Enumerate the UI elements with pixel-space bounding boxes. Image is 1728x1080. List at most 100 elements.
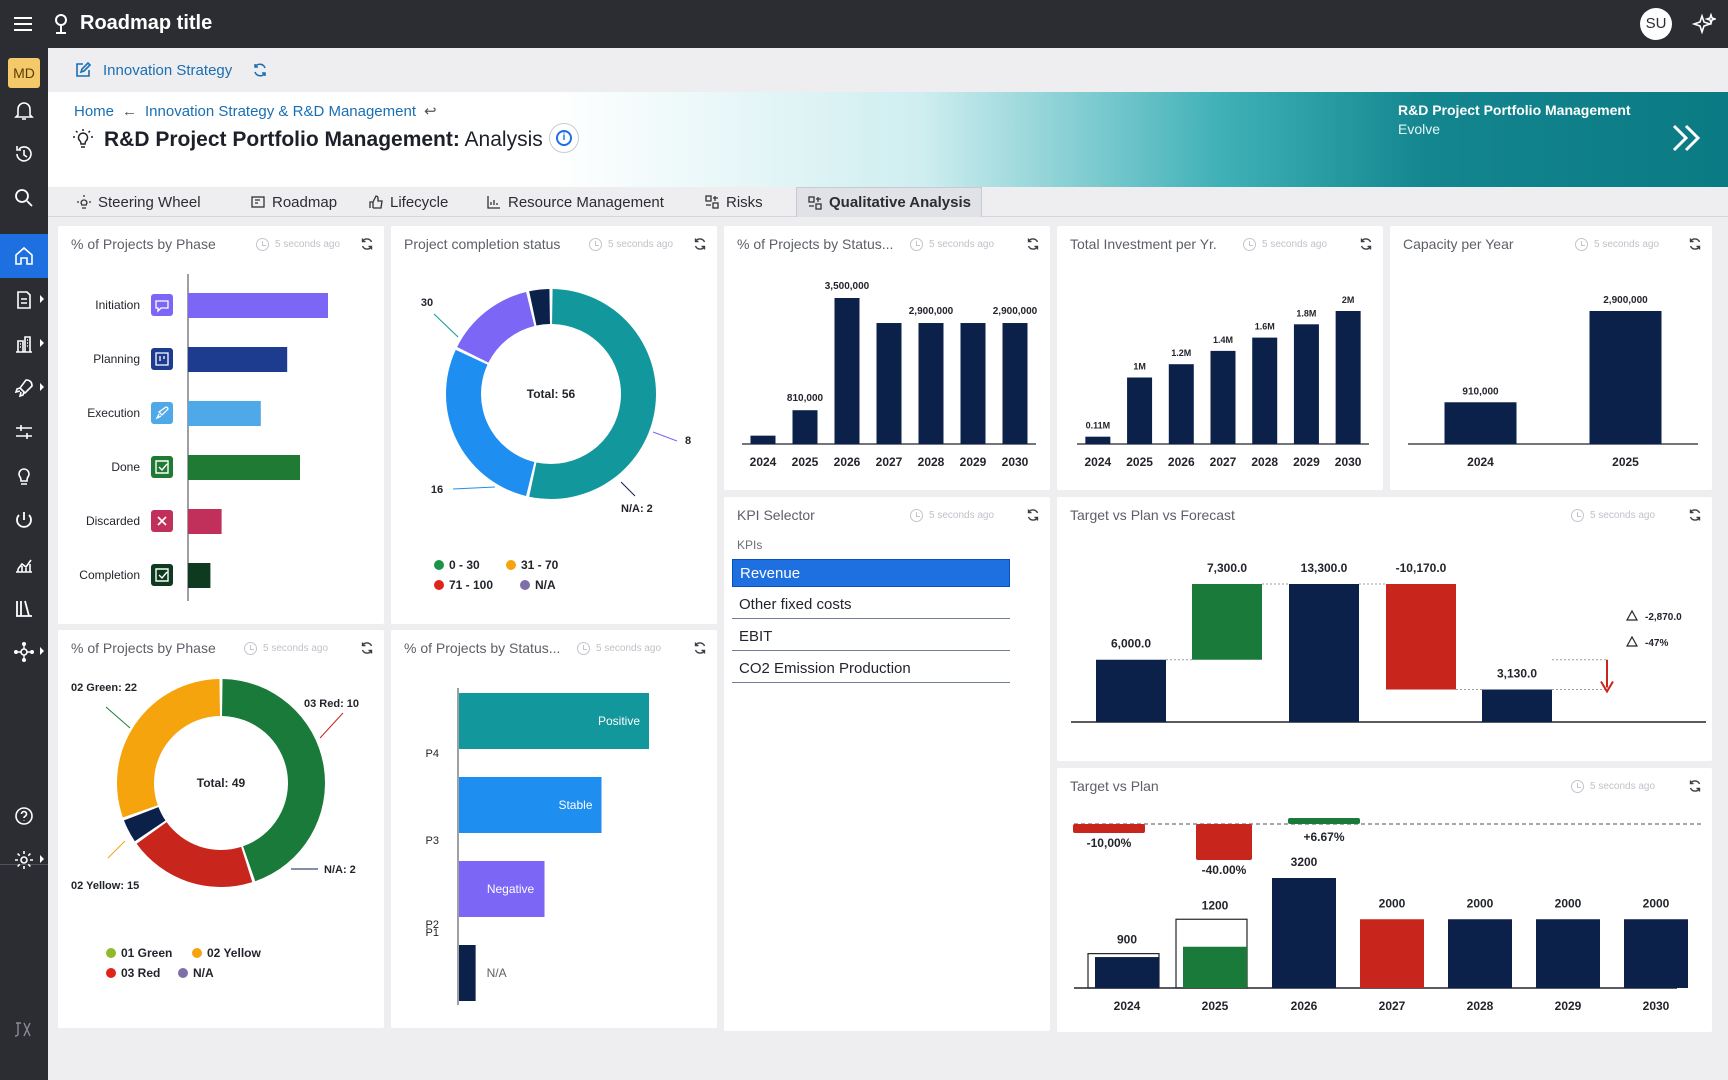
refresh-icon[interactable] xyxy=(1026,237,1040,251)
bar-2025 xyxy=(1183,946,1247,988)
rocket-icon[interactable] xyxy=(0,366,48,410)
refresh-icon[interactable] xyxy=(1688,508,1702,522)
search-icon[interactable] xyxy=(0,176,48,220)
refresh-icon[interactable] xyxy=(1359,237,1373,251)
clock-icon xyxy=(1575,238,1588,251)
home-icon[interactable] xyxy=(0,234,48,278)
workspace-badge[interactable]: MD xyxy=(8,58,40,88)
brand-mark-icon xyxy=(0,1006,48,1050)
card-title: Total Investment per Yr. xyxy=(1070,236,1217,252)
x-tick-label: 2030 xyxy=(1643,999,1670,1013)
variance-label: -40.00% xyxy=(1202,863,1247,877)
organization-icon[interactable] xyxy=(0,322,48,366)
edit-icon[interactable] xyxy=(74,61,92,79)
slice-02-green xyxy=(222,679,325,882)
kpi-option-other-fixed-costs[interactable]: Other fixed costs xyxy=(732,591,1010,619)
variance-bar xyxy=(1073,824,1145,833)
library-icon[interactable] xyxy=(0,586,48,630)
callout-label: 30 xyxy=(421,297,433,309)
settings-gear-icon[interactable] xyxy=(0,838,48,882)
chart-phase1: Initiation Planning Execution Done Discarded… xyxy=(79,274,328,601)
refresh-icon[interactable] xyxy=(360,237,374,251)
card-timestamp: 5 seconds ago xyxy=(244,642,328,655)
bar-p3 xyxy=(459,777,602,833)
refresh-icon[interactable] xyxy=(360,641,374,655)
kpi-option-revenue[interactable]: Revenue xyxy=(732,559,1010,587)
tab-resource-management[interactable]: Resource Management xyxy=(486,187,664,217)
clock-icon xyxy=(589,238,602,251)
sidebar: MD xyxy=(0,48,48,1080)
help-icon[interactable] xyxy=(0,794,48,838)
bar-completion xyxy=(188,563,211,588)
card-timestamp: 5 seconds ago xyxy=(1243,238,1327,251)
refresh-icon[interactable] xyxy=(693,641,707,655)
network-icon[interactable] xyxy=(0,630,48,674)
refresh-icon[interactable] xyxy=(693,237,707,251)
clock-icon xyxy=(910,238,923,251)
x-tick-label: 2030 xyxy=(1335,455,1362,469)
legend-swatch xyxy=(434,560,444,570)
x-tick-label: 2029 xyxy=(1555,999,1582,1013)
analytics-icon[interactable] xyxy=(0,542,48,586)
user-avatar[interactable]: SU xyxy=(1640,8,1672,40)
workspace-link[interactable]: Innovation Strategy xyxy=(103,62,233,79)
bar-2030 xyxy=(1002,323,1028,444)
rocket-icon-glyph xyxy=(155,406,169,420)
tab-lifecycle[interactable]: Lifecycle xyxy=(368,187,448,217)
timestamp-text: 5 seconds ago xyxy=(929,510,995,521)
x-tick-label: 2028 xyxy=(918,455,945,469)
notifications-bell-icon[interactable] xyxy=(0,88,48,132)
clock-icon xyxy=(1243,238,1256,251)
x-tick-label: 2025 xyxy=(1126,455,1153,469)
breadcrumb-home[interactable]: Home xyxy=(74,102,115,120)
refresh-icon[interactable] xyxy=(1688,237,1702,251)
x-tick-label: 2025 xyxy=(1612,455,1639,469)
power-icon[interactable] xyxy=(0,498,48,542)
app-title: Roadmap title xyxy=(80,12,213,34)
refresh-icon[interactable] xyxy=(252,62,268,78)
callout-line xyxy=(433,313,459,338)
tab-qualitative-analysis[interactable]: Qualitative Analysis xyxy=(796,187,983,217)
sparkle-icon[interactable] xyxy=(1692,13,1716,37)
x-tick-label: 2030 xyxy=(1002,455,1029,469)
tab-risks[interactable]: Risks xyxy=(704,187,763,217)
chart-tvp: 900 2024 1200 2025 3200 2026 2000 2027 2000 2028 2… xyxy=(1073,817,1704,1013)
slice-0-30 xyxy=(529,289,656,499)
hamburger-menu-icon[interactable] xyxy=(12,14,34,34)
lightbulb-icon[interactable] xyxy=(0,454,48,498)
bar-2024 xyxy=(1085,436,1111,444)
x-tick-label: 2024 xyxy=(1114,999,1141,1013)
variance-bar xyxy=(1196,824,1252,860)
history-icon[interactable] xyxy=(0,132,48,176)
clock-icon xyxy=(256,238,269,251)
card-title: % of Projects by Status... xyxy=(737,236,894,252)
refresh-icon[interactable] xyxy=(1026,508,1040,522)
page-title-main: R&D Project Portfolio Management: xyxy=(104,128,460,151)
callout-line xyxy=(107,840,126,859)
data-label: 2000 xyxy=(1555,896,1582,910)
arrow-left-icon: ← xyxy=(122,102,138,120)
data-label: 2M xyxy=(1342,295,1355,305)
variance-bar xyxy=(1288,817,1360,824)
return-arrow-icon[interactable]: ↩ xyxy=(424,103,437,120)
close-icon-glyph xyxy=(157,516,167,526)
data-label: 3,500,000 xyxy=(825,281,870,292)
legend-label: 01 Green xyxy=(121,946,172,960)
documents-icon[interactable] xyxy=(0,278,48,322)
tab-steering-wheel[interactable]: Steering Wheel xyxy=(76,187,201,217)
clock-icon xyxy=(577,642,590,655)
breadcrumb-parent[interactable]: Innovation Strategy & R&D Management xyxy=(145,102,416,120)
sliders-icon[interactable] xyxy=(0,410,48,454)
chart-status2: P4 Positive P3 Stable P2 Negative P1 N/A xyxy=(426,688,649,1005)
refresh-icon[interactable] xyxy=(1688,779,1702,793)
tab-roadmap[interactable]: Roadmap xyxy=(250,187,337,217)
data-label: 2000 xyxy=(1379,896,1406,910)
kpi-option-ebit[interactable]: EBIT xyxy=(732,623,1010,651)
breadcrumb: Home ← Innovation Strategy & R&D Managem… xyxy=(74,102,437,121)
info-button[interactable]: i xyxy=(549,123,579,153)
kpi-option-co2-emission-production[interactable]: CO2 Emission Production xyxy=(732,655,1010,683)
tab-label: Lifecycle xyxy=(390,193,449,211)
x-tick-label: 2028 xyxy=(1467,999,1494,1013)
double-chevron-right-icon[interactable] xyxy=(1668,120,1704,156)
x-tick-label: 2024 xyxy=(1085,455,1112,469)
